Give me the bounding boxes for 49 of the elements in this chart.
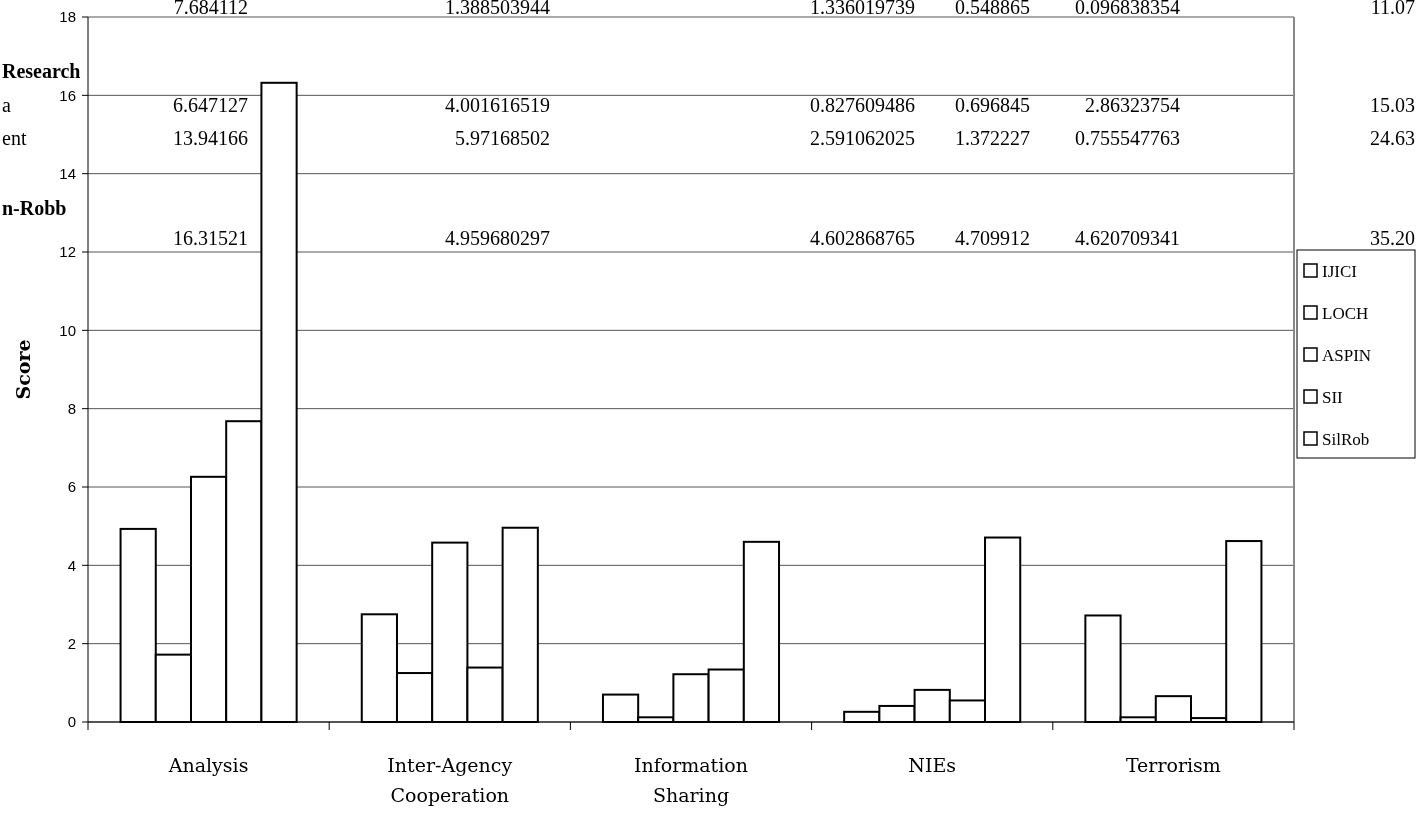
annotation: 2.591062025 (810, 127, 915, 149)
annotation: 5.97168502 (455, 127, 550, 149)
legend-label: ASPIN (1322, 345, 1372, 365)
annotation: 6.647127 (173, 94, 248, 116)
text: Research (2, 60, 81, 82)
annotation: 4.620709341 (1075, 227, 1180, 249)
text: 35.20 (1370, 227, 1415, 249)
text: ent (2, 127, 27, 149)
annotation: 13.94166 (173, 127, 248, 149)
annotation: 1.372227 (955, 127, 1030, 149)
annotation: 0.755547763 (1075, 127, 1180, 149)
annotation: 4.001616519 (445, 94, 550, 116)
annotation: 4.959680297 (445, 227, 550, 249)
annotation: 0.696845 (955, 94, 1030, 116)
annotation: 0.096838354 (1075, 0, 1180, 18)
y-tick-label: 6 (67, 478, 76, 496)
annotation: 1.336019739 (810, 0, 915, 18)
annotation: 0.827609486 (810, 94, 915, 116)
annotation: 7.684112 (173, 0, 248, 18)
annotation: 16.31521 (173, 227, 248, 249)
legend-label: SII (1322, 387, 1344, 407)
x-tick-label: Information Sharing (633, 754, 749, 806)
y-axis-title: Score (12, 339, 34, 400)
annotation: 0.548865 (955, 0, 1030, 18)
x-tick-label: Terrorism (1125, 754, 1221, 776)
text: 11.07 (1370, 0, 1415, 18)
legend-label: IJICI (1322, 261, 1358, 281)
y-tick-label: 12 (59, 243, 76, 261)
x-tick-label: Analysis (167, 754, 249, 776)
text: n-Robb (2, 197, 67, 219)
y-tick-label: 0 (67, 713, 76, 731)
x-tick-label: Inter-Agency Cooperation (387, 754, 513, 806)
text: 24.63 (1370, 127, 1415, 149)
y-tick-label: 16 (59, 86, 76, 104)
annotation: 4.602868765 (810, 227, 915, 249)
text: a (2, 94, 11, 116)
x-tick-label: NIEs (908, 754, 957, 776)
annotation: 2.86323754 (1085, 94, 1180, 116)
annotation: 4.709912 (955, 227, 1030, 249)
y-tick-label: 8 (67, 399, 76, 417)
y-tick-label: 2 (67, 634, 76, 652)
y-tick-label: 14 (59, 164, 76, 182)
text: 15.03 (1370, 94, 1415, 116)
legend-label: LOCH (1322, 303, 1369, 323)
annotation: 1.388503944 (445, 0, 550, 18)
y-tick-label: 18 (59, 8, 76, 26)
y-tick-label: 4 (67, 556, 76, 574)
legend-label: SilRob (1322, 429, 1370, 449)
y-tick-label: 10 (59, 321, 76, 339)
